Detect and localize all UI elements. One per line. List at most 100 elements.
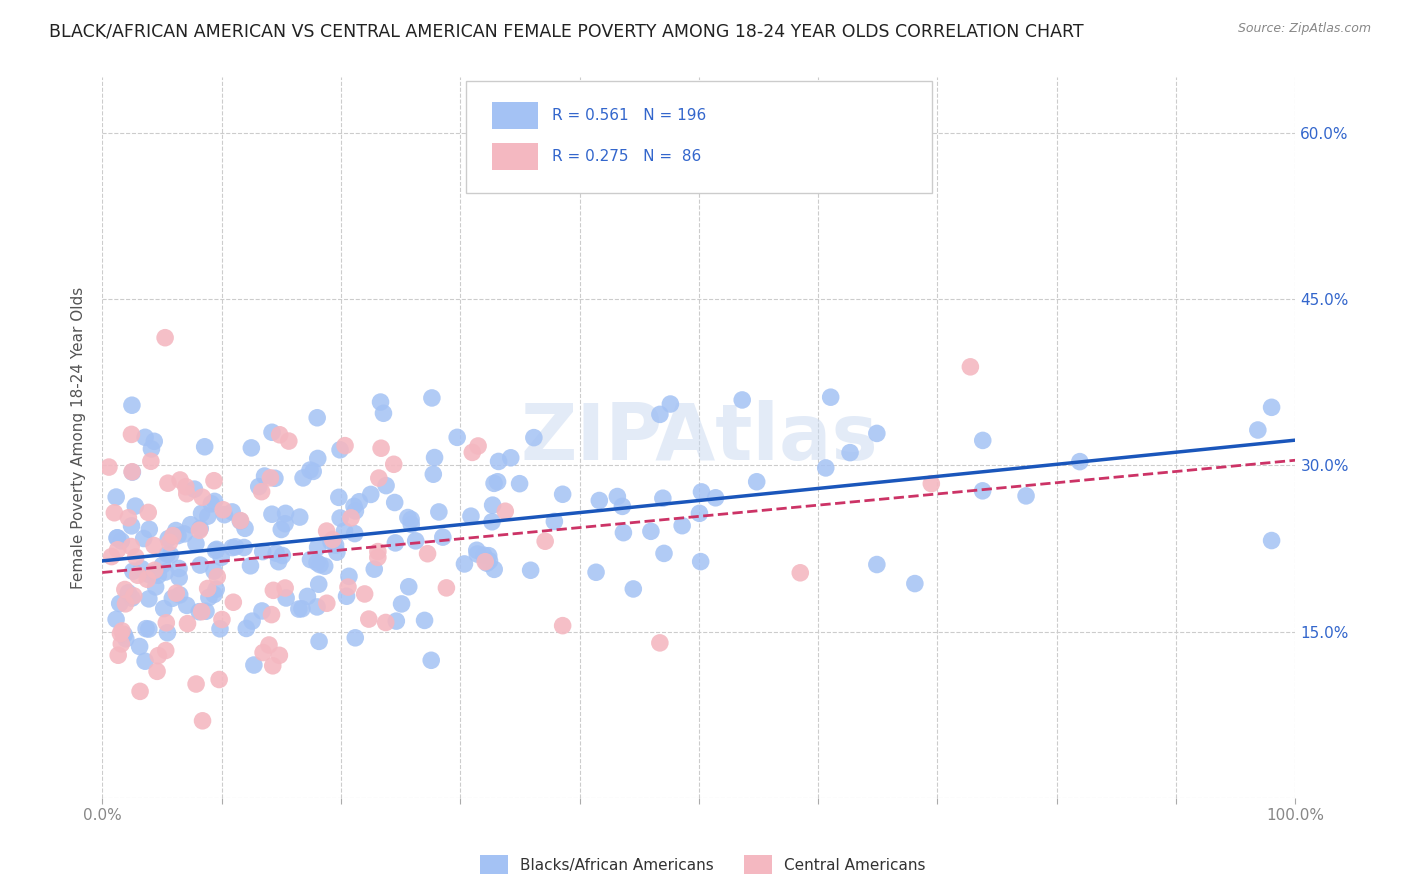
Point <box>221 505 243 519</box>
Point <box>174 480 197 494</box>
Point <box>432 530 454 544</box>
Point <box>659 397 682 411</box>
Point <box>214 508 236 522</box>
Point <box>385 614 408 628</box>
Point <box>474 555 496 569</box>
Point <box>420 653 443 667</box>
Point <box>194 604 217 618</box>
Point <box>329 511 352 525</box>
Point <box>157 532 180 546</box>
Point <box>138 591 160 606</box>
Text: ZIPAtlas: ZIPAtlas <box>520 400 877 475</box>
Point <box>333 524 356 538</box>
Point <box>297 590 319 604</box>
Point <box>167 528 190 542</box>
Point <box>229 514 252 528</box>
Point <box>267 555 290 569</box>
Point <box>191 490 214 504</box>
Point <box>465 547 488 561</box>
Point <box>307 541 329 555</box>
Point <box>353 587 375 601</box>
Point <box>202 587 225 601</box>
Point <box>467 439 489 453</box>
Point <box>488 454 510 468</box>
Point <box>121 427 143 442</box>
Point <box>373 406 395 420</box>
Point <box>453 557 475 571</box>
Point <box>274 507 297 521</box>
Point <box>308 634 330 648</box>
Point <box>148 568 170 582</box>
Point <box>274 581 297 595</box>
Text: Source: ZipAtlas.com: Source: ZipAtlas.com <box>1237 22 1371 36</box>
Point <box>305 556 328 570</box>
Text: R = 0.561   N = 196: R = 0.561 N = 196 <box>553 108 706 123</box>
Point <box>202 564 225 578</box>
Point <box>122 564 145 578</box>
FancyBboxPatch shape <box>467 81 932 193</box>
Point <box>107 531 129 545</box>
Point <box>360 487 382 501</box>
Point <box>866 426 889 441</box>
Point <box>224 540 246 554</box>
Point <box>375 478 398 492</box>
Point <box>155 643 177 657</box>
Point <box>612 500 634 514</box>
Point <box>308 577 330 591</box>
Point <box>704 491 727 505</box>
Point <box>384 536 406 550</box>
Point <box>200 497 222 511</box>
Point <box>585 566 607 580</box>
Point <box>481 515 503 529</box>
Legend: Blacks/African Americans, Central Americans: Blacks/African Americans, Central Americ… <box>474 849 932 880</box>
Point <box>820 390 842 404</box>
Point <box>105 612 128 626</box>
Point <box>651 491 673 506</box>
Point <box>494 504 516 518</box>
Point <box>814 461 837 475</box>
Point <box>481 498 503 512</box>
Point <box>866 558 889 572</box>
Point <box>114 632 136 646</box>
Point <box>523 431 546 445</box>
Point <box>143 563 166 577</box>
Point <box>347 494 370 508</box>
Point <box>344 504 367 518</box>
Point <box>131 562 153 576</box>
Point <box>551 618 574 632</box>
Point <box>122 589 145 603</box>
Point <box>972 483 994 498</box>
Point <box>551 487 574 501</box>
Point <box>202 474 225 488</box>
Point <box>103 506 125 520</box>
Point <box>391 597 413 611</box>
Point <box>107 542 129 557</box>
Point <box>398 580 420 594</box>
Point <box>621 582 644 596</box>
Point <box>165 586 187 600</box>
Point <box>423 450 446 465</box>
Point <box>307 410 329 425</box>
Point <box>110 626 132 640</box>
Point <box>240 441 263 455</box>
Point <box>146 665 169 679</box>
Point <box>839 445 862 459</box>
Point <box>382 458 405 472</box>
Point <box>240 614 263 628</box>
Point <box>307 451 329 466</box>
Point <box>105 490 128 504</box>
Point <box>183 482 205 496</box>
Point <box>374 615 396 630</box>
Point <box>233 541 256 555</box>
Point <box>482 476 505 491</box>
Point <box>269 427 291 442</box>
Point <box>233 521 256 535</box>
Point <box>176 599 198 613</box>
Point <box>399 512 422 526</box>
Point <box>190 605 212 619</box>
Point <box>333 439 356 453</box>
Point <box>292 471 315 485</box>
Point <box>148 648 170 663</box>
Point <box>155 565 177 579</box>
Point <box>184 677 207 691</box>
